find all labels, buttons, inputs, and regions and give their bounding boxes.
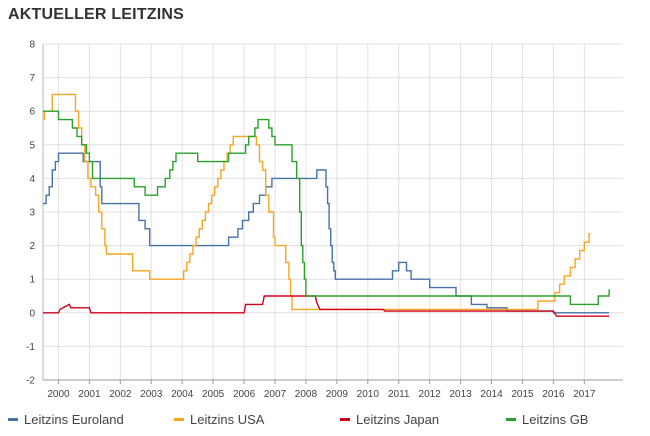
series-line-leitzins-usa — [43, 93, 591, 311]
x-tick-label: 2013 — [449, 389, 472, 400]
legend-label: Leitzins Euroland — [24, 412, 124, 427]
legend-label: Leitzins USA — [190, 412, 265, 427]
x-tick-label: 2015 — [511, 389, 534, 400]
legend-swatch — [506, 418, 516, 421]
y-tick-label: 4 — [29, 174, 35, 185]
legend-swatch — [174, 418, 184, 421]
page-title: AKTUELLER LEITZINS — [8, 6, 185, 23]
x-tick-label: 2005 — [202, 389, 225, 400]
y-tick-label: -2 — [26, 376, 35, 387]
y-tick-label: 7 — [29, 73, 35, 84]
series-line-leitzins-gb — [43, 110, 610, 306]
y-tick-label: 6 — [29, 107, 35, 118]
chart-axes: -2 -1 0 1 2 3 4 5 6 7 8 2000 2001 2002 2003 2004 2005 200… — [26, 40, 623, 400]
x-tick-label: 2010 — [357, 389, 380, 400]
x-tick-label: 2011 — [388, 389, 410, 400]
x-tick-label: 2016 — [542, 389, 565, 400]
x-tick-label: 2009 — [326, 389, 349, 400]
x-tick-label: 2008 — [295, 389, 318, 400]
x-tick-label: 2002 — [109, 389, 132, 400]
series-line-leitzins-japan — [43, 295, 610, 317]
legend-swatch — [340, 418, 350, 421]
x-tick-label: 2001 — [78, 389, 101, 400]
x-tick-label: 2007 — [264, 389, 287, 400]
legend-item[interactable]: Leitzins Euroland — [8, 412, 124, 427]
legend-swatch — [8, 418, 18, 421]
legend-item[interactable]: Leitzins USA — [174, 412, 264, 427]
legend-label: Leitzins GB — [522, 412, 589, 427]
y-tick-label: 5 — [29, 140, 35, 151]
chart-series — [43, 93, 610, 317]
x-tick-label: 2003 — [140, 389, 163, 400]
x-tick-label: 2004 — [171, 389, 194, 400]
x-tick-label: 2012 — [419, 389, 442, 400]
x-tick-label: 2000 — [47, 389, 70, 400]
y-tick-label: -1 — [26, 342, 35, 353]
legend-item[interactable]: Leitzins GB — [506, 412, 588, 427]
x-tick-label: 2017 — [573, 389, 596, 400]
series-line-leitzins-euroland — [43, 152, 610, 314]
y-tick-label: 3 — [29, 208, 35, 219]
y-tick-label: 0 — [29, 308, 35, 319]
y-tick-label: 1 — [29, 275, 35, 286]
x-tick-label: 2006 — [233, 389, 256, 400]
chart-grid — [43, 43, 623, 381]
line-chart: -2 -1 0 1 2 3 4 5 6 7 8 2000 2001 2002 2003 2004 2005 200… — [26, 40, 623, 400]
chart-legend: Leitzins Euroland Leitzins USA Leitzins Ja… — [0, 408, 650, 432]
y-tick-label: 2 — [29, 241, 35, 252]
legend-label: Leitzins Japan — [356, 412, 440, 427]
x-tick-label: 2014 — [480, 389, 503, 400]
legend-item[interactable]: Leitzins Japan — [340, 412, 439, 427]
y-tick-label: 8 — [29, 40, 35, 51]
